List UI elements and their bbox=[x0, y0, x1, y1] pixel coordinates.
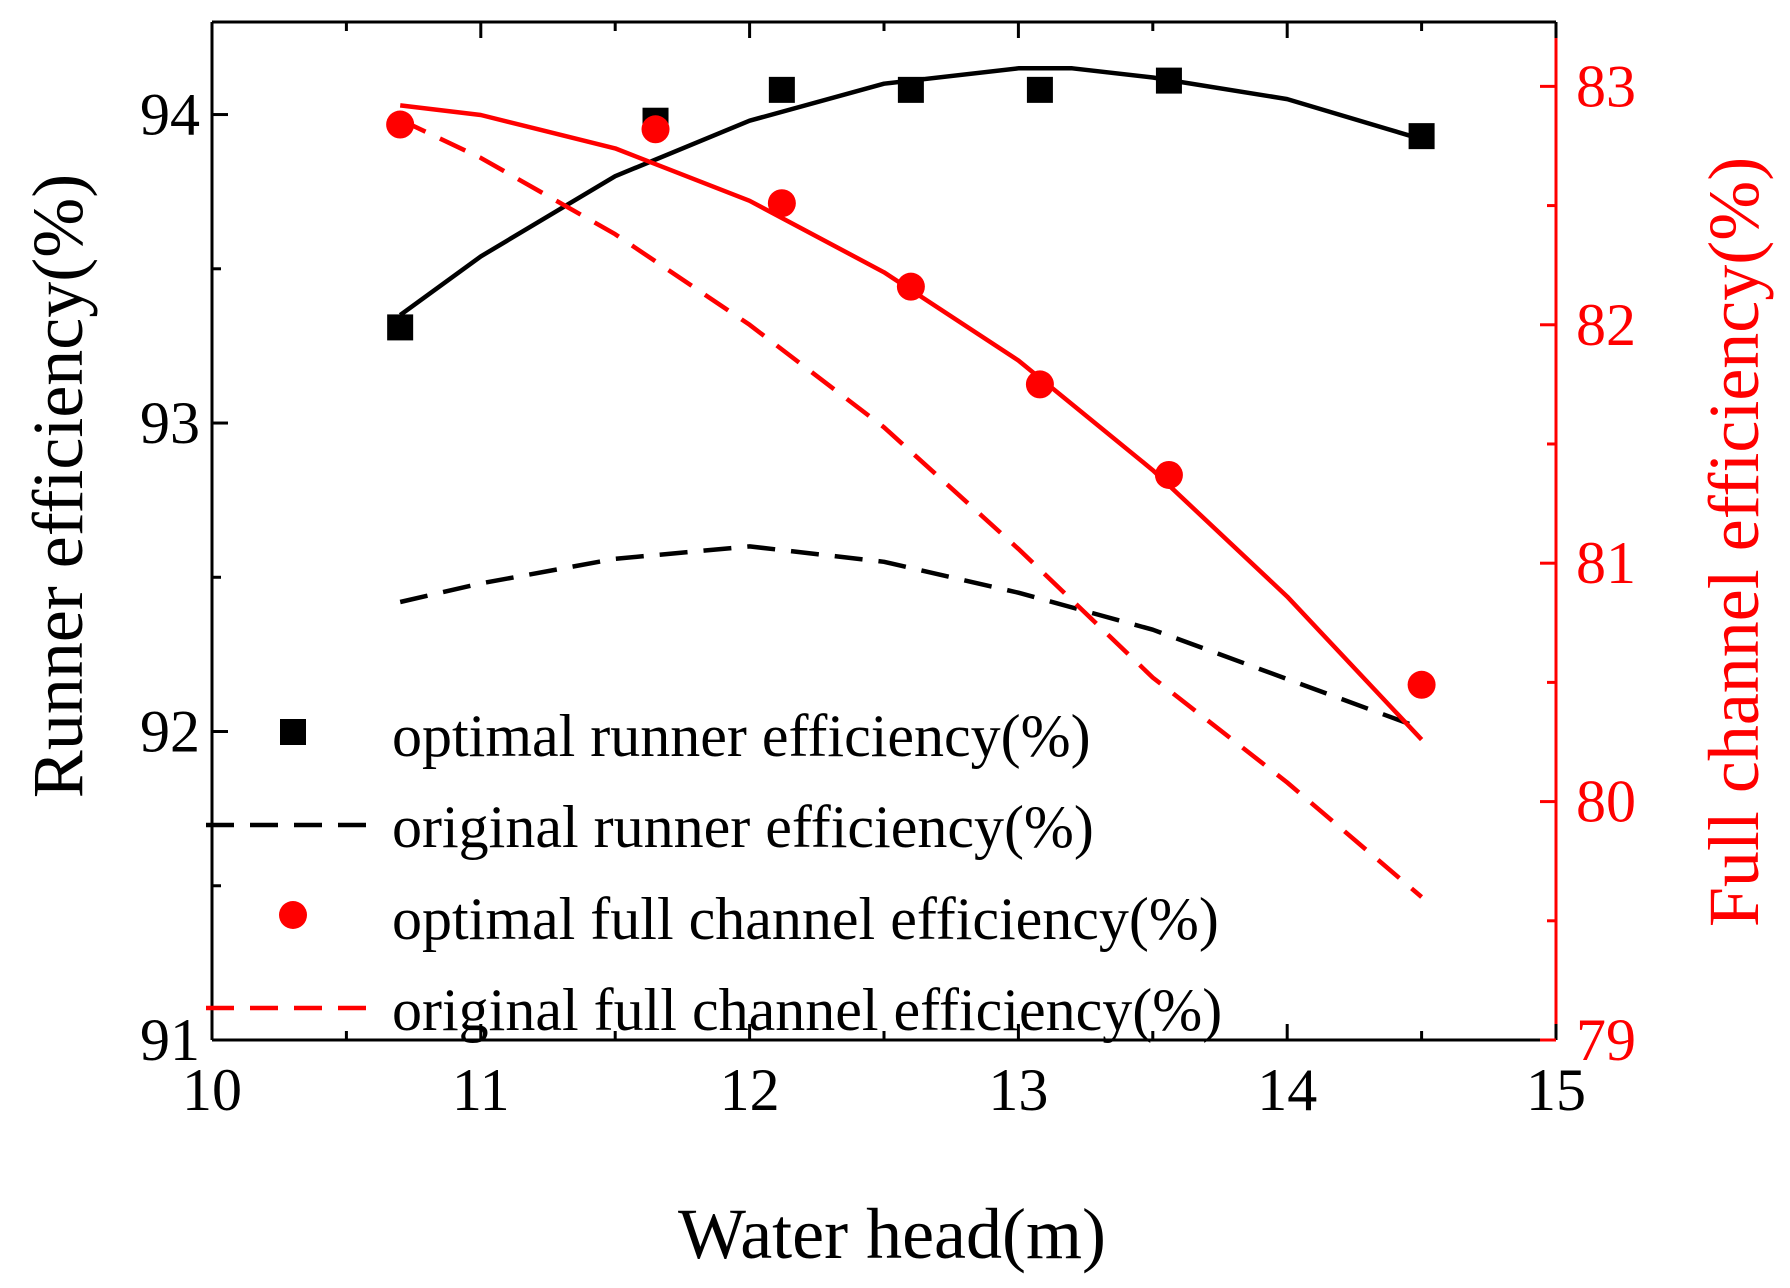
optimal-runner-efficiency-point bbox=[387, 314, 414, 341]
left-y-tick-label: 92 bbox=[140, 699, 200, 765]
optimal-runner-efficiency-point bbox=[1026, 76, 1053, 103]
x-tick-label: 14 bbox=[1257, 1057, 1317, 1123]
optimal-runner-efficiency-point bbox=[768, 76, 795, 103]
legend: optimal runner efficiency(%) original run… bbox=[206, 703, 1222, 1043]
x-tick-label: 13 bbox=[988, 1057, 1048, 1123]
optimal-full-channel-efficiency-point bbox=[1025, 370, 1054, 399]
legend-optimal-full-channel-efficiency-symbol bbox=[279, 901, 307, 929]
optimal-full-channel-efficiency-point bbox=[641, 115, 670, 144]
series-layer bbox=[386, 66, 1436, 899]
right-y-tick-label: 81 bbox=[1576, 530, 1636, 596]
legend-optimal-full-channel-efficiency-label: optimal full channel efficiency(%) bbox=[392, 886, 1219, 952]
legend-optimal-runner-efficiency-symbol bbox=[280, 719, 306, 745]
x-axis-label: Water head(m) bbox=[678, 1194, 1106, 1274]
optimal-full-channel-efficiency-point bbox=[1407, 670, 1436, 699]
right-y-tick-label: 80 bbox=[1576, 769, 1636, 835]
legend-original-runner-efficiency-label: original runner efficiency(%) bbox=[392, 794, 1094, 860]
x-tick-label: 15 bbox=[1526, 1057, 1586, 1123]
right-y-tick-label: 82 bbox=[1576, 292, 1636, 358]
left-y-tick-label: 94 bbox=[140, 82, 200, 148]
left-y-tick-label: 91 bbox=[140, 1007, 200, 1073]
plot-area: 10 11 12 13 14 15 91 92 93 94 79 80 81 82 83 bbox=[140, 20, 1636, 1123]
left-y-axis-label: Runner efficiency(%) bbox=[18, 174, 98, 798]
right-y-tick-label: 83 bbox=[1576, 53, 1636, 119]
right-y-tick-label: 79 bbox=[1576, 1007, 1636, 1073]
original-full-channel-efficiency-line bbox=[399, 117, 1424, 899]
optimal-full-channel-fit-line bbox=[399, 103, 1424, 742]
x-tick-label: 11 bbox=[452, 1057, 510, 1123]
legend-optimal-runner-efficiency-label: optimal runner efficiency(%) bbox=[392, 703, 1091, 769]
x-tick-label: 10 bbox=[182, 1057, 242, 1123]
left-y-tick-label: 93 bbox=[140, 390, 200, 456]
right-y-axis-label: Full channel efficiency(%) bbox=[1694, 157, 1774, 927]
legend-original-full-channel-efficiency-label: original full channel efficiency(%) bbox=[392, 977, 1222, 1043]
optimal-full-channel-efficiency-point bbox=[1154, 460, 1183, 489]
optimal-full-channel-efficiency-point bbox=[767, 189, 796, 218]
optimal-runner-fit-line bbox=[398, 66, 1423, 317]
original-runner-efficiency-line bbox=[399, 544, 1423, 731]
optimal-full-channel-efficiency-point bbox=[386, 110, 415, 139]
x-tick-label: 12 bbox=[720, 1057, 780, 1123]
